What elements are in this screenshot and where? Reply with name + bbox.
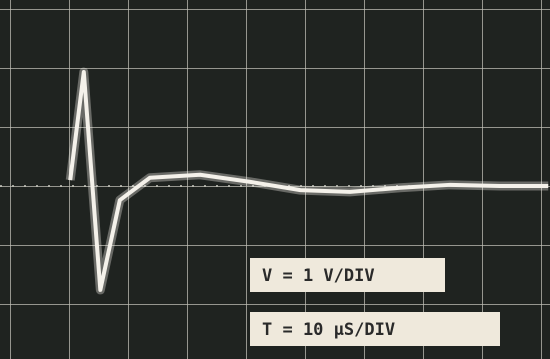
oscilloscope: V = 1 V/DIV T = 10 μS/DIV (0, 0, 550, 359)
annotation: T = 10 μS/DIV (262, 320, 395, 340)
grid (0, 0, 550, 359)
annotation: V = 1 V/DIV (262, 266, 375, 286)
